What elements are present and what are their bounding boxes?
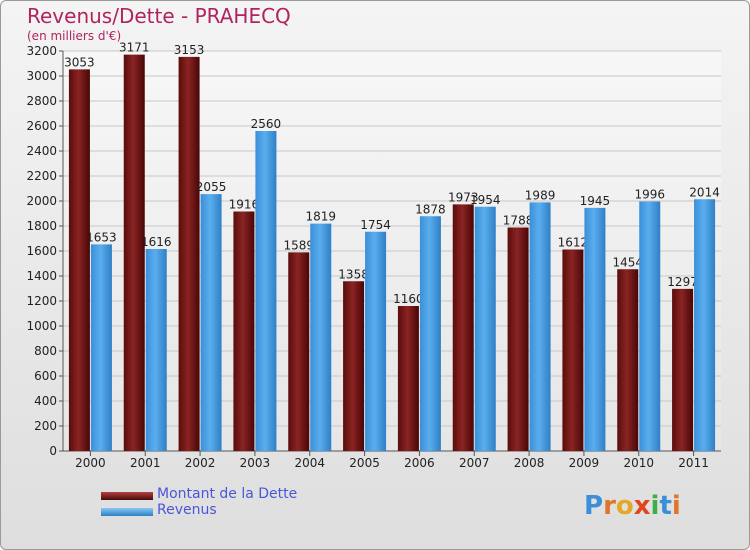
- data-label-dette: 3153: [174, 43, 205, 57]
- legend-label-dette: Montant de la Dette: [157, 486, 298, 502]
- x-tick-label: 2008: [514, 456, 545, 470]
- data-label-revenus: 1945: [580, 194, 611, 208]
- data-label-revenus: 1878: [415, 202, 446, 216]
- bar-dette: [343, 281, 365, 451]
- bar-dette: [672, 288, 694, 451]
- legend-swatch-revenus: [101, 508, 153, 516]
- x-tick-label: 2005: [349, 456, 380, 470]
- data-label-revenus: 1954: [470, 193, 501, 207]
- data-label-dette: 1589: [283, 238, 314, 252]
- data-label-dette: 1358: [338, 267, 369, 281]
- bar-revenus: [310, 223, 332, 451]
- data-label-revenus: 1996: [634, 188, 665, 202]
- x-tick-label: 2000: [75, 456, 106, 470]
- legend-label-revenus: Revenus: [157, 502, 217, 518]
- data-label-revenus: 2055: [196, 180, 227, 194]
- data-label-revenus: 2014: [689, 185, 720, 199]
- y-tick-label: 2600: [26, 119, 57, 133]
- y-tick-label: 400: [34, 394, 57, 408]
- data-label-dette: 3053: [64, 55, 95, 69]
- y-tick-label: 1000: [26, 319, 57, 333]
- x-tick-label: 2011: [678, 456, 709, 470]
- x-tick-label: 2007: [459, 456, 490, 470]
- logo-letter: x: [633, 491, 651, 521]
- logo-letter: o: [615, 491, 634, 521]
- data-label-revenus: 1653: [86, 230, 117, 244]
- data-label-dette: 1160: [393, 292, 424, 306]
- data-label-revenus: 1616: [141, 235, 172, 249]
- bar-dette: [288, 252, 310, 451]
- logo-letter: i: [650, 491, 660, 521]
- y-tick-label: 1400: [26, 269, 57, 283]
- logo-letter: i: [671, 491, 681, 521]
- y-tick-label: 2800: [26, 94, 57, 108]
- y-tick-label: 1600: [26, 244, 57, 258]
- y-tick-label: 3200: [26, 44, 57, 58]
- bar-dette: [562, 249, 584, 451]
- y-tick-label: 3000: [26, 69, 57, 83]
- bar-revenus: [584, 207, 606, 451]
- data-label-dette: 1612: [558, 236, 589, 250]
- bar-dette: [233, 211, 255, 451]
- logo-letter: P: [584, 491, 604, 521]
- x-tick-label: 2002: [185, 456, 216, 470]
- bar-revenus: [365, 231, 387, 451]
- y-tick-label: 800: [34, 344, 57, 358]
- logo-letter: r: [603, 491, 616, 521]
- x-tick-label: 2003: [240, 456, 271, 470]
- bar-dette: [123, 54, 145, 451]
- bar-revenus: [529, 202, 551, 451]
- y-tick-label: 2400: [26, 144, 57, 158]
- bar-dette: [397, 306, 419, 451]
- data-label-revenus: 1819: [305, 210, 336, 224]
- data-label-dette: 1454: [612, 255, 643, 269]
- data-label-revenus: 2560: [251, 117, 282, 131]
- data-label-dette: 1788: [503, 214, 534, 228]
- bar-revenus: [200, 194, 222, 451]
- data-label-dette: 1916: [229, 198, 260, 212]
- chart-subtitle: (en milliers d'€): [27, 29, 122, 43]
- y-tick-label: 1200: [26, 294, 57, 308]
- data-label-revenus: 1989: [525, 188, 556, 202]
- x-tick-label: 2004: [294, 456, 325, 470]
- bar-dette: [452, 204, 474, 451]
- y-tick-label: 0: [49, 444, 57, 458]
- y-tick-label: 1800: [26, 219, 57, 233]
- data-label-dette: 3171: [119, 41, 150, 55]
- bar-revenus: [145, 249, 167, 451]
- bar-dette: [178, 56, 200, 451]
- bar-dette: [68, 69, 90, 451]
- x-tick-label: 2010: [623, 456, 654, 470]
- y-tick-label: 2200: [26, 169, 57, 183]
- data-label-dette: 1297: [667, 275, 698, 289]
- bar-revenus: [90, 244, 112, 451]
- x-tick-label: 2001: [130, 456, 161, 470]
- data-label-revenus: 1754: [360, 218, 391, 232]
- x-tick-label: 2006: [404, 456, 435, 470]
- legend-swatch-dette: [101, 492, 153, 500]
- y-tick-label: 2000: [26, 194, 57, 208]
- bar-revenus: [255, 131, 277, 451]
- bar-revenus: [694, 199, 716, 451]
- bar-revenus: [639, 201, 661, 451]
- x-tick-label: 2009: [569, 456, 600, 470]
- logo-letter: t: [659, 491, 672, 521]
- data-label-dette: 1973: [448, 190, 479, 204]
- proxiti-logo: Proxiti: [584, 491, 681, 521]
- y-tick-label: 600: [34, 369, 57, 383]
- y-tick-label: 200: [34, 419, 57, 433]
- bar-dette: [507, 227, 529, 451]
- chart-title: Revenus/Dette - PRAHECQ: [27, 4, 291, 28]
- bar-revenus: [419, 216, 441, 451]
- bar-revenus: [474, 206, 496, 451]
- bar-dette: [617, 269, 639, 451]
